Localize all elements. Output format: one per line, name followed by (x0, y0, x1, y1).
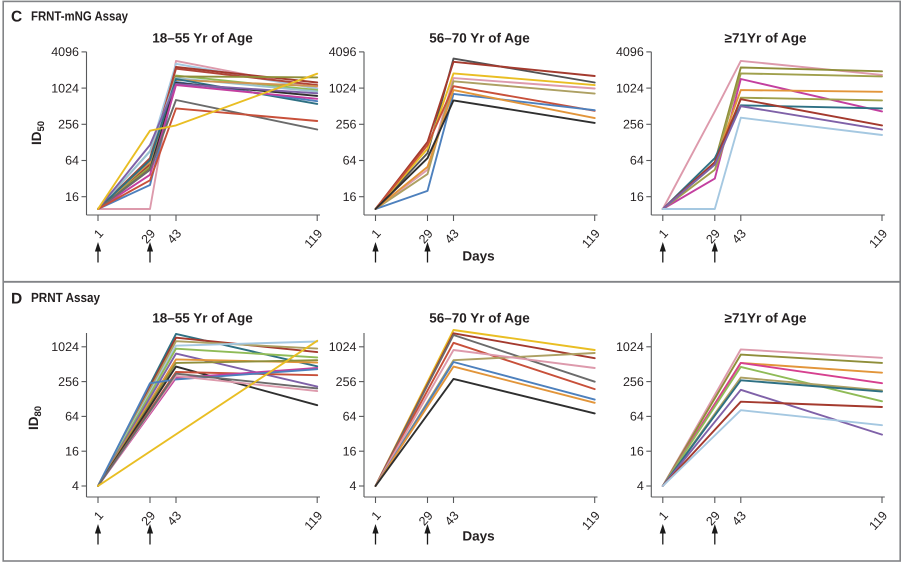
svg-text:4: 4 (72, 479, 79, 493)
svg-text:16: 16 (65, 190, 79, 204)
svg-text:C: C (11, 8, 22, 25)
svg-text:1024: 1024 (51, 81, 79, 95)
svg-text:64: 64 (65, 154, 79, 168)
svg-text:4: 4 (637, 479, 644, 493)
svg-text:4096: 4096 (329, 45, 357, 59)
svg-text:16: 16 (343, 190, 357, 204)
svg-text:56–70 Yr of Age: 56–70 Yr of Age (429, 31, 530, 46)
svg-text:256: 256 (58, 375, 79, 389)
svg-text:4: 4 (350, 479, 357, 493)
svg-text:≥71Yr of Age: ≥71Yr of Age (725, 31, 807, 46)
svg-text:1024: 1024 (616, 81, 644, 95)
svg-text:≥71Yr of Age: ≥71Yr of Age (725, 311, 807, 326)
svg-text:256: 256 (336, 375, 357, 389)
svg-text:Days: Days (462, 529, 494, 544)
svg-text:64: 64 (65, 410, 79, 424)
svg-text:64: 64 (343, 154, 357, 168)
svg-text:PRNT Assay: PRNT Assay (31, 290, 101, 305)
svg-text:56–70 Yr of Age: 56–70 Yr of Age (429, 311, 530, 326)
svg-text:64: 64 (343, 410, 357, 424)
svg-text:16: 16 (343, 444, 357, 458)
svg-text:D: D (11, 290, 22, 307)
svg-text:1024: 1024 (329, 81, 357, 95)
svg-text:18–55 Yr of Age: 18–55 Yr of Age (152, 31, 253, 46)
svg-text:FRNT-mNG Assay: FRNT-mNG Assay (31, 9, 129, 24)
svg-text:256: 256 (623, 118, 644, 132)
svg-text:Days: Days (462, 249, 494, 264)
svg-text:16: 16 (630, 190, 644, 204)
svg-text:1024: 1024 (329, 340, 357, 354)
svg-text:4096: 4096 (616, 45, 644, 59)
svg-text:64: 64 (630, 410, 644, 424)
svg-text:16: 16 (630, 444, 644, 458)
svg-text:1024: 1024 (616, 340, 644, 354)
svg-text:256: 256 (623, 375, 644, 389)
svg-text:16: 16 (65, 444, 79, 458)
svg-text:256: 256 (336, 118, 357, 132)
svg-text:4096: 4096 (51, 45, 79, 59)
svg-text:18–55 Yr of Age: 18–55 Yr of Age (152, 311, 253, 326)
svg-text:64: 64 (630, 154, 644, 168)
svg-text:256: 256 (58, 118, 79, 132)
svg-text:1024: 1024 (51, 340, 79, 354)
